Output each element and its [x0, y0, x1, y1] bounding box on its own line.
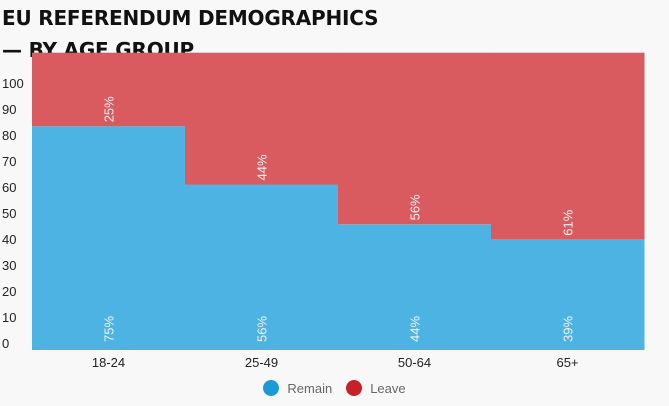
legend-label-remain: Remain	[287, 380, 333, 396]
legend-label-leave: Leave	[370, 380, 406, 396]
y-tick-label: 70	[2, 154, 16, 169]
data-label-leave-50-64: 56%	[408, 194, 423, 220]
data-label-leave-18-24: 25%	[102, 96, 117, 122]
bar-remain-50-64	[338, 224, 492, 350]
data-label-leave-65+: 61%	[561, 209, 576, 235]
y-tick-label: 100	[2, 76, 24, 91]
legend-item-leave[interactable]: Leave	[346, 380, 406, 396]
y-tick-label: 30	[2, 258, 16, 273]
y-tick-label: 40	[2, 232, 16, 247]
y-tick-label: 60	[2, 180, 16, 195]
bar-leave-18-24	[32, 52, 186, 127]
data-label-remain-18-24: 75%	[102, 316, 117, 342]
x-tick-label-50-64: 50-64	[398, 355, 431, 370]
chart-title-line-1: EU REFERENDUM DEMOGRAPHICS	[2, 6, 379, 30]
x-tick-label-18-24: 18-24	[92, 355, 125, 370]
x-tick-label-65+: 65+	[556, 355, 578, 370]
data-label-remain-25-49: 56%	[255, 316, 270, 342]
bar-remain-65+	[491, 239, 645, 350]
y-tick-label: 50	[2, 206, 16, 221]
data-label-remain-50-64: 44%	[408, 316, 423, 342]
legend-swatch-leave	[346, 380, 363, 396]
bar-remain-25-49	[185, 184, 339, 350]
legend-item-remain[interactable]: Remain	[263, 380, 332, 396]
data-label-leave-25-49: 44%	[255, 154, 270, 180]
bar-leave-50-64	[338, 52, 492, 225]
bar-remain-18-24	[32, 126, 186, 350]
chart-title: EU REFERENDUM DEMOGRAPHICS — BY AGE GROU…	[2, 2, 602, 66]
y-tick-label: 80	[2, 128, 16, 143]
y-tick-label: 20	[2, 284, 16, 299]
y-tick-label: 0	[2, 336, 9, 351]
legend: Remain Leave	[0, 380, 669, 396]
y-tick-label: 10	[2, 310, 16, 325]
data-label-remain-65+: 39%	[561, 316, 576, 342]
bar-leave-65+	[491, 52, 645, 240]
x-tick-label-25-49: 25-49	[245, 355, 278, 370]
y-tick-label: 90	[2, 102, 16, 117]
bar-leave-25-49	[185, 52, 339, 185]
legend-swatch-remain	[263, 380, 280, 396]
